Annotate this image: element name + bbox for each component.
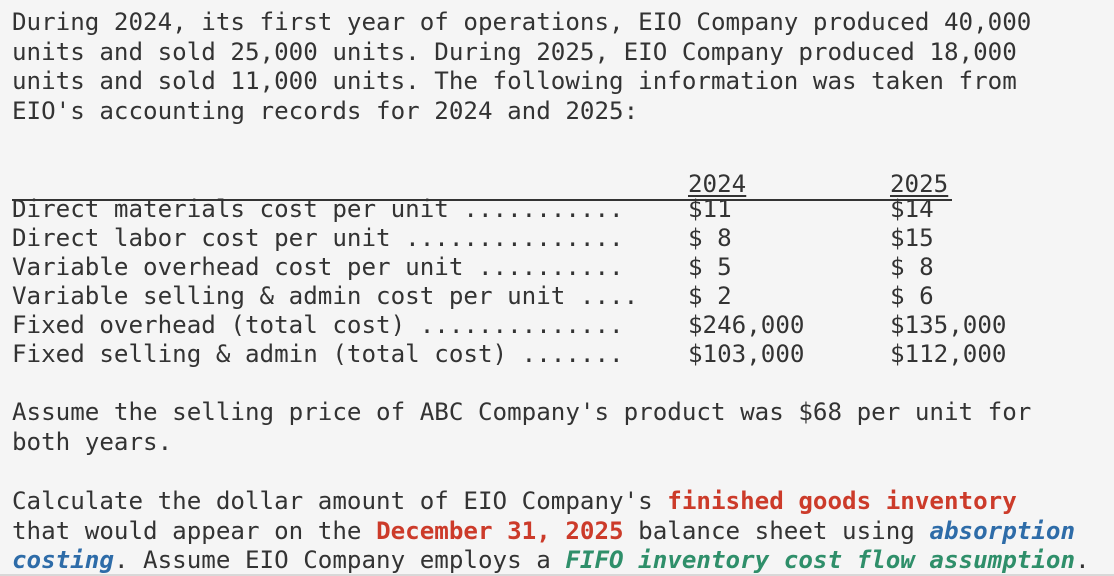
value-2024: $ 2 [688, 282, 732, 310]
table-row: Variable selling & admin cost per unit .… [12, 282, 1012, 311]
intro-paragraph: During 2024, its first year of operation… [12, 8, 1032, 125]
table-row: Fixed overhead (total cost) ............… [12, 311, 1012, 340]
value-2024: $ 8 [688, 224, 732, 252]
highlight-fifo: FIFO inventory cost flow assumption [565, 546, 1076, 574]
header-rule [12, 199, 952, 201]
value-2025: $14 [890, 195, 934, 223]
value-2024: $246,000 [688, 311, 805, 339]
question-text: that would appear on the [12, 516, 362, 545]
row-label: Fixed overhead (total cost) ............… [12, 311, 624, 339]
value-2025: $135,000 [890, 311, 1007, 339]
value-2024: $ 5 [688, 253, 732, 281]
column-header-2025: 2025 [890, 170, 949, 198]
value-2025: $ 6 [890, 282, 934, 310]
value-2025: $112,000 [890, 340, 1007, 368]
table-row: Fixed selling & admin (total cost) .....… [12, 340, 1012, 369]
table-row: Direct materials cost per unit .........… [12, 195, 1012, 224]
question-text: . Assume EIO Company employs a [113, 546, 566, 574]
value-2024: $103,000 [688, 340, 805, 368]
problem-text: During 2024, its first year of operation… [12, 8, 1102, 576]
assumption-paragraph: Assume the selling price of ABC Company'… [12, 398, 1032, 456]
question-text: . [1075, 546, 1090, 574]
row-label: Direct materials cost per unit .........… [12, 195, 624, 223]
table-row: Variable overhead cost per unit ........… [12, 253, 1012, 282]
table-row: Direct labor cost per unit .............… [12, 224, 1012, 253]
cost-table: 2024 2025 Direct materials cost per unit… [12, 170, 1102, 380]
value-2025: $ 8 [890, 253, 934, 281]
highlight-absorption-costing: absorption costing [12, 516, 1076, 575]
value-2025: $15 [890, 224, 934, 252]
highlight-date: December 31, 2025 [376, 516, 624, 545]
column-header-2024: 2024 [688, 170, 747, 198]
row-label: Variable overhead cost per unit ........… [12, 253, 624, 281]
question-text: Calculate the dollar amount of EIO Compa… [12, 487, 668, 515]
row-label: Variable selling & admin cost per unit .… [12, 282, 639, 310]
question-paragraph: Calculate the dollar amount of EIO Compa… [12, 487, 1102, 576]
row-label: Direct labor cost per unit .............… [12, 224, 624, 252]
table-rows: Direct materials cost per unit .........… [12, 195, 1012, 369]
bottom-divider [0, 574, 1114, 576]
value-2024: $11 [688, 195, 732, 223]
question-text: balance sheet using [623, 516, 930, 545]
highlight-finished-goods: finished goods inventory [667, 487, 1017, 515]
row-label: Fixed selling & admin (total cost) .....… [12, 340, 624, 368]
